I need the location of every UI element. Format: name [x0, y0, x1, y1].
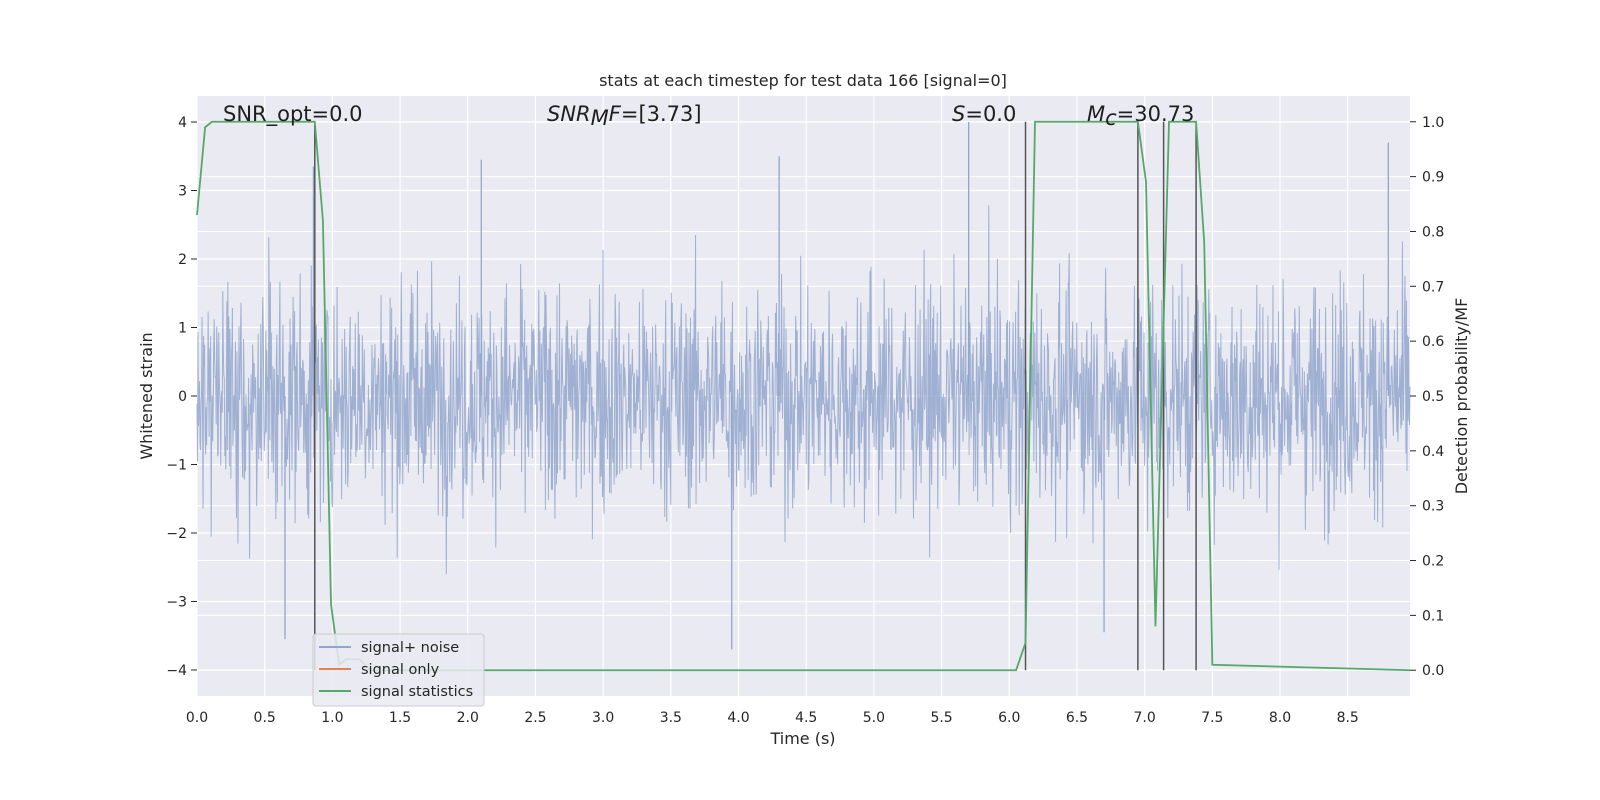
- x-tick-label: 0.0: [186, 710, 208, 726]
- y-axis-left-label: Whitened strain: [137, 332, 156, 459]
- x-tick-label: 1.0: [321, 710, 343, 726]
- annotation-mc-sub: c: [1105, 106, 1117, 130]
- annotation-mc: Mc=30.73: [1087, 102, 1194, 130]
- vertical-markers: [314, 121, 1197, 671]
- x-tick-label: 8.5: [1337, 710, 1359, 726]
- series-signal-statistics: [196, 120, 1411, 672]
- x-axis-ticks: 0.0 0.5 1.0 1.5 2.0 2.5 3.0 3.5 4.0 4.5 5.0 5.5 6.0 6…: [186, 710, 1359, 726]
- y-right-tick-label: 0.8: [1422, 224, 1444, 240]
- annotation-s: S=0.0: [952, 102, 1016, 126]
- legend-box: [312, 633, 485, 707]
- x-tick-label: 8.0: [1269, 710, 1291, 726]
- chart-title: stats at each timestep for test data 166…: [599, 71, 1007, 90]
- y-right-tick-label: 0.7: [1422, 279, 1444, 295]
- y-left-tick-label: −4: [166, 663, 187, 679]
- x-tick-label: 2.5: [524, 710, 546, 726]
- y-right-tick-label: 0.5: [1422, 389, 1444, 405]
- annotation-s-var: S: [952, 102, 965, 126]
- x-axis-label: Time (s): [769, 729, 835, 748]
- legend-label-signal-noise: signal+ noise: [361, 640, 459, 656]
- y-axis-right-label: Detection probability/MF: [1452, 298, 1471, 495]
- x-tick-label: 3.5: [660, 710, 682, 726]
- x-tick-label: 0.5: [254, 710, 276, 726]
- x-tick-label: 1.5: [389, 710, 411, 726]
- y-right-tick-label: 0.4: [1422, 444, 1444, 460]
- legend-label-signal-statistics: signal statistics: [361, 684, 473, 700]
- y-right-tick-label: 0.1: [1422, 608, 1444, 624]
- legend: signal+ noise signal only signal statist…: [312, 633, 485, 707]
- annotation-mc-value: =30.73: [1117, 102, 1195, 126]
- annotation-snr-mf-base: SNR: [547, 102, 591, 126]
- y-left-tick-label: 4: [178, 115, 187, 131]
- y-left-tick-label: −2: [166, 526, 187, 542]
- annotation-snr-mf-tail: F: [609, 102, 622, 126]
- annotation-snr-opt: SNR_opt=0.0: [223, 102, 363, 127]
- annotation-snr-mf: SNRMF=[3.73]: [547, 102, 702, 130]
- legend-label-signal-only: signal only: [361, 662, 440, 678]
- y-axis-right-ticks: 0.0 0.1 0.2 0.3 0.4 0.5 0.6 0.7 0.8 0.9 1.0: [1410, 115, 1444, 679]
- x-tick-label: 7.0: [1134, 710, 1156, 726]
- y-left-tick-label: 1: [178, 321, 187, 337]
- x-tick-label: 5.5: [930, 710, 952, 726]
- y-right-tick-label: 1.0: [1422, 115, 1444, 131]
- x-tick-label: 3.0: [592, 710, 614, 726]
- signal-statistics-line: [196, 120, 1411, 672]
- annotation-snr-mf-value: =[3.73]: [621, 102, 702, 126]
- y-right-tick-label: 0.6: [1422, 334, 1444, 350]
- y-left-tick-label: −3: [166, 594, 187, 610]
- y-right-tick-label: 0.0: [1422, 663, 1444, 679]
- y-left-tick-label: 0: [178, 389, 187, 405]
- x-tick-label: 4.5: [795, 710, 817, 726]
- x-tick-label: 5.0: [863, 710, 885, 726]
- y-left-tick-label: 2: [178, 252, 187, 268]
- x-tick-label: 2.0: [457, 710, 479, 726]
- y-right-tick-label: 0.2: [1422, 554, 1444, 570]
- x-tick-label: 6.0: [998, 710, 1020, 726]
- y-right-tick-label: 0.3: [1422, 499, 1444, 515]
- annotation-snr-mf-sub: M: [591, 106, 609, 130]
- annotation-mc-var: M: [1087, 102, 1105, 126]
- y-left-tick-label: 3: [178, 184, 187, 200]
- annotation-s-value: =0.0: [965, 102, 1016, 126]
- x-tick-label: 6.5: [1066, 710, 1088, 726]
- x-tick-label: 7.5: [1201, 710, 1223, 726]
- y-axis-left-ticks: −4 −3 −2 −1 0 1 2 3 4: [166, 115, 197, 679]
- x-tick-label: 4.0: [727, 710, 749, 726]
- y-left-tick-label: −1: [166, 457, 187, 473]
- y-right-tick-label: 0.9: [1422, 170, 1444, 186]
